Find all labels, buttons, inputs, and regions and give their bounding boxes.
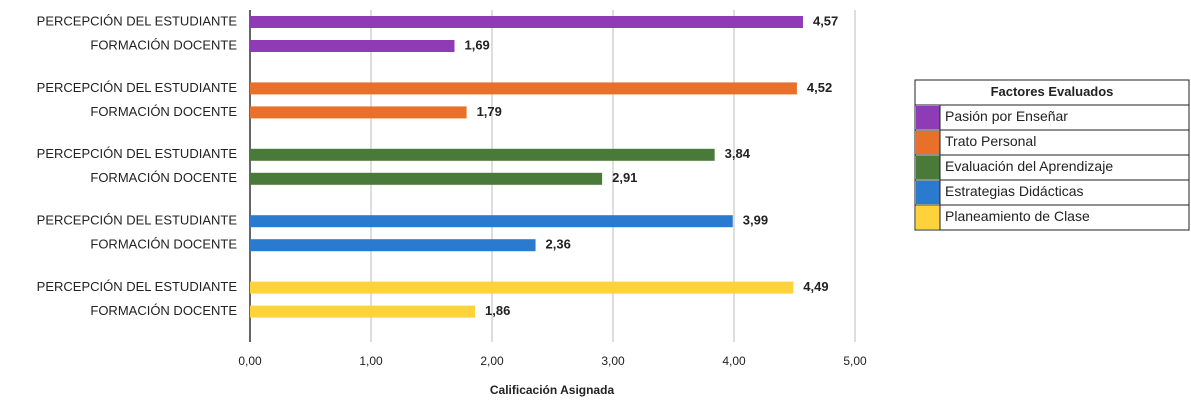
legend-label: Evaluación del Aprendizaje bbox=[945, 158, 1113, 174]
bar bbox=[250, 16, 803, 28]
category-label: PERCEPCIÓN DEL ESTUDIANTE bbox=[37, 13, 238, 28]
x-axis-label: Calificación Asignada bbox=[490, 383, 615, 397]
x-tick-label: 1,00 bbox=[359, 354, 383, 368]
value-label: 1,79 bbox=[477, 104, 502, 119]
value-label: 3,99 bbox=[743, 213, 768, 228]
legend-label: Estrategias Didácticas bbox=[945, 183, 1084, 199]
value-label: 2,36 bbox=[546, 237, 571, 252]
legend-label: Trato Personal bbox=[945, 133, 1036, 149]
category-label: PERCEPCIÓN DEL ESTUDIANTE bbox=[37, 80, 238, 95]
bar bbox=[250, 215, 733, 228]
category-label: FORMACIÓN DOCENTE bbox=[90, 237, 237, 252]
x-tick-label: 4,00 bbox=[722, 354, 746, 368]
category-label: FORMACIÓN DOCENTE bbox=[90, 303, 237, 318]
category-label: FORMACIÓN DOCENTE bbox=[90, 170, 237, 185]
bar bbox=[250, 148, 715, 161]
category-label: FORMACIÓN DOCENTE bbox=[90, 37, 237, 52]
bar bbox=[250, 305, 476, 318]
category-label: PERCEPCIÓN DEL ESTUDIANTE bbox=[37, 146, 238, 161]
legend-swatch bbox=[916, 131, 940, 154]
legend-title: Factores Evaluados bbox=[991, 84, 1114, 99]
bar bbox=[250, 281, 794, 294]
value-label: 2,91 bbox=[612, 170, 637, 185]
x-tick-label: 3,00 bbox=[601, 354, 625, 368]
bar bbox=[250, 40, 455, 52]
x-tick-label: 2,00 bbox=[480, 354, 504, 368]
legend-label: Pasión por Enseñar bbox=[945, 108, 1068, 124]
x-tick-label: 0,00 bbox=[238, 354, 262, 368]
legend-swatch bbox=[916, 106, 940, 129]
value-label: 4,49 bbox=[803, 279, 828, 294]
x-tick-label: 5,00 bbox=[843, 354, 867, 368]
bar bbox=[250, 172, 603, 185]
value-label: 1,69 bbox=[464, 37, 489, 52]
value-label: 4,57 bbox=[813, 13, 838, 28]
legend-swatch bbox=[916, 206, 940, 229]
value-label: 3,84 bbox=[725, 146, 751, 161]
category-label: PERCEPCIÓN DEL ESTUDIANTE bbox=[37, 279, 238, 294]
bar bbox=[250, 106, 467, 119]
legend-swatch bbox=[916, 156, 940, 179]
bar bbox=[250, 82, 797, 95]
value-label: 4,52 bbox=[807, 80, 832, 95]
legend-swatch bbox=[916, 181, 940, 204]
category-label: PERCEPCIÓN DEL ESTUDIANTE bbox=[37, 213, 238, 228]
legend-label: Planeamiento de Clase bbox=[945, 208, 1090, 224]
category-label: FORMACIÓN DOCENTE bbox=[90, 104, 237, 119]
bar bbox=[250, 239, 536, 252]
value-label: 1,86 bbox=[485, 303, 510, 318]
